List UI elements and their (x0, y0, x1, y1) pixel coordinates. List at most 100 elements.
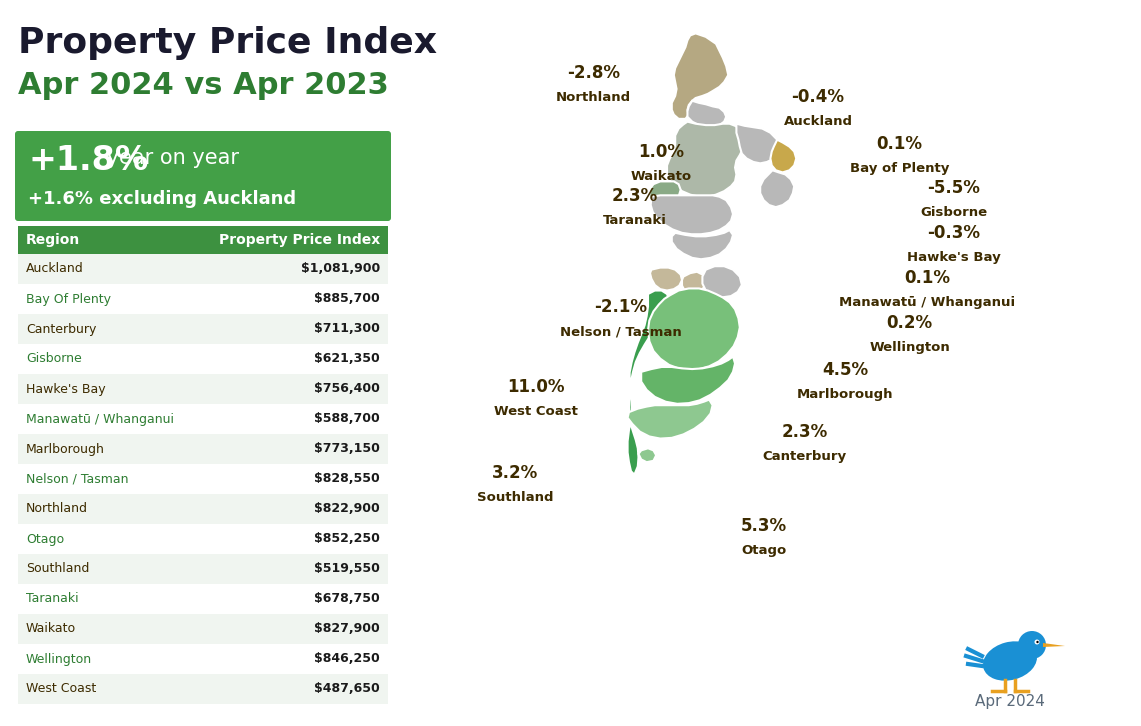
Text: West Coast: West Coast (26, 682, 96, 696)
Text: $1,081,900: $1,081,900 (301, 263, 380, 275)
FancyBboxPatch shape (18, 284, 388, 314)
Text: $711,300: $711,300 (314, 322, 380, 335)
Text: Nelson / Tasman: Nelson / Tasman (26, 473, 129, 486)
Polygon shape (687, 101, 726, 127)
Text: Waikato: Waikato (631, 169, 693, 182)
FancyBboxPatch shape (18, 344, 388, 374)
Text: year on year: year on year (100, 148, 238, 168)
Polygon shape (672, 230, 733, 259)
Polygon shape (760, 171, 794, 207)
Text: Nelson / Tasman: Nelson / Tasman (560, 325, 681, 338)
Text: Auckland: Auckland (784, 115, 852, 129)
Polygon shape (639, 448, 656, 462)
Text: 2.3%: 2.3% (782, 423, 827, 441)
Text: $773,150: $773,150 (314, 443, 380, 455)
Text: Wellington: Wellington (869, 341, 950, 354)
Polygon shape (672, 33, 728, 119)
Text: 5.3%: 5.3% (741, 517, 786, 535)
Text: Manawatū / Whanganui: Manawatū / Whanganui (26, 412, 173, 425)
Text: $852,250: $852,250 (314, 532, 380, 545)
Polygon shape (648, 288, 739, 370)
Text: Gisborne: Gisborne (26, 353, 82, 365)
Text: Property Price Index: Property Price Index (18, 26, 437, 60)
Text: Southland: Southland (477, 491, 553, 504)
Text: 1.0%: 1.0% (639, 142, 685, 160)
Text: $846,250: $846,250 (314, 653, 380, 666)
FancyBboxPatch shape (18, 494, 388, 524)
Text: Northland: Northland (26, 502, 88, 515)
FancyBboxPatch shape (15, 131, 391, 221)
Text: -5.5%: -5.5% (928, 179, 980, 197)
Polygon shape (682, 272, 706, 294)
Polygon shape (1043, 643, 1065, 647)
Text: Otago: Otago (741, 544, 786, 557)
Text: Hawke's Bay: Hawke's Bay (26, 383, 106, 396)
FancyBboxPatch shape (18, 374, 388, 404)
Text: 0.2%: 0.2% (887, 314, 933, 333)
FancyBboxPatch shape (18, 404, 388, 434)
Text: Apr 2024 vs Apr 2023: Apr 2024 vs Apr 2023 (18, 71, 389, 100)
Text: Marlborough: Marlborough (26, 443, 105, 455)
Text: $827,900: $827,900 (314, 622, 380, 635)
Circle shape (1036, 641, 1038, 643)
FancyBboxPatch shape (18, 674, 388, 704)
Text: +1.8%: +1.8% (29, 144, 148, 177)
Text: Property Price Index: Property Price Index (219, 233, 380, 247)
Text: $588,700: $588,700 (314, 412, 380, 425)
Text: Otago: Otago (26, 532, 64, 545)
Text: $828,550: $828,550 (314, 473, 380, 486)
FancyBboxPatch shape (18, 226, 388, 254)
Ellipse shape (984, 641, 1037, 681)
Text: 4.5%: 4.5% (823, 361, 868, 379)
Text: $519,550: $519,550 (314, 563, 380, 576)
Polygon shape (650, 268, 682, 290)
Text: 3.2%: 3.2% (492, 464, 539, 481)
Text: -2.1%: -2.1% (594, 298, 647, 317)
FancyBboxPatch shape (18, 554, 388, 584)
FancyBboxPatch shape (18, 314, 388, 344)
Text: +1.6% excluding Auckland: +1.6% excluding Auckland (29, 190, 297, 208)
Text: Taranaki: Taranaki (26, 592, 79, 605)
Text: Northland: Northland (556, 91, 631, 104)
FancyBboxPatch shape (18, 464, 388, 494)
Text: 0.1%: 0.1% (904, 269, 949, 287)
Polygon shape (628, 290, 670, 475)
Text: $822,900: $822,900 (314, 502, 380, 515)
Polygon shape (703, 266, 742, 298)
Text: $885,700: $885,700 (314, 293, 380, 306)
Text: Canterbury: Canterbury (26, 322, 96, 335)
Text: Wellington: Wellington (26, 653, 92, 666)
Circle shape (1035, 640, 1039, 645)
Text: Bay Of Plenty: Bay Of Plenty (26, 293, 111, 306)
Text: $678,750: $678,750 (314, 592, 380, 605)
Text: -0.3%: -0.3% (928, 224, 980, 242)
Text: Marlborough: Marlborough (796, 388, 893, 401)
Polygon shape (641, 356, 735, 404)
Circle shape (1018, 631, 1046, 659)
Text: $621,350: $621,350 (314, 353, 380, 365)
Text: Gisborne: Gisborne (921, 205, 988, 219)
Polygon shape (770, 139, 796, 172)
Text: Canterbury: Canterbury (762, 450, 847, 463)
Polygon shape (649, 182, 681, 205)
Text: $487,650: $487,650 (314, 682, 380, 696)
Text: Region: Region (26, 233, 80, 247)
Text: Auckland: Auckland (26, 263, 83, 275)
Text: -0.4%: -0.4% (792, 89, 844, 106)
FancyBboxPatch shape (18, 254, 388, 284)
Text: West Coast: West Coast (494, 405, 577, 418)
Text: Taranaki: Taranaki (602, 214, 666, 227)
Text: 11.0%: 11.0% (507, 378, 565, 396)
Text: -2.8%: -2.8% (567, 64, 620, 82)
Text: Hawke's Bay: Hawke's Bay (907, 250, 1001, 264)
Text: Waikato: Waikato (26, 622, 76, 635)
Text: Apr 2024: Apr 2024 (976, 694, 1045, 709)
Polygon shape (650, 195, 733, 234)
Polygon shape (736, 123, 780, 163)
Text: 0.1%: 0.1% (876, 135, 923, 153)
FancyBboxPatch shape (18, 524, 388, 554)
Polygon shape (628, 399, 713, 439)
FancyBboxPatch shape (18, 644, 388, 674)
FancyBboxPatch shape (18, 614, 388, 644)
Text: 2.3%: 2.3% (612, 187, 657, 205)
